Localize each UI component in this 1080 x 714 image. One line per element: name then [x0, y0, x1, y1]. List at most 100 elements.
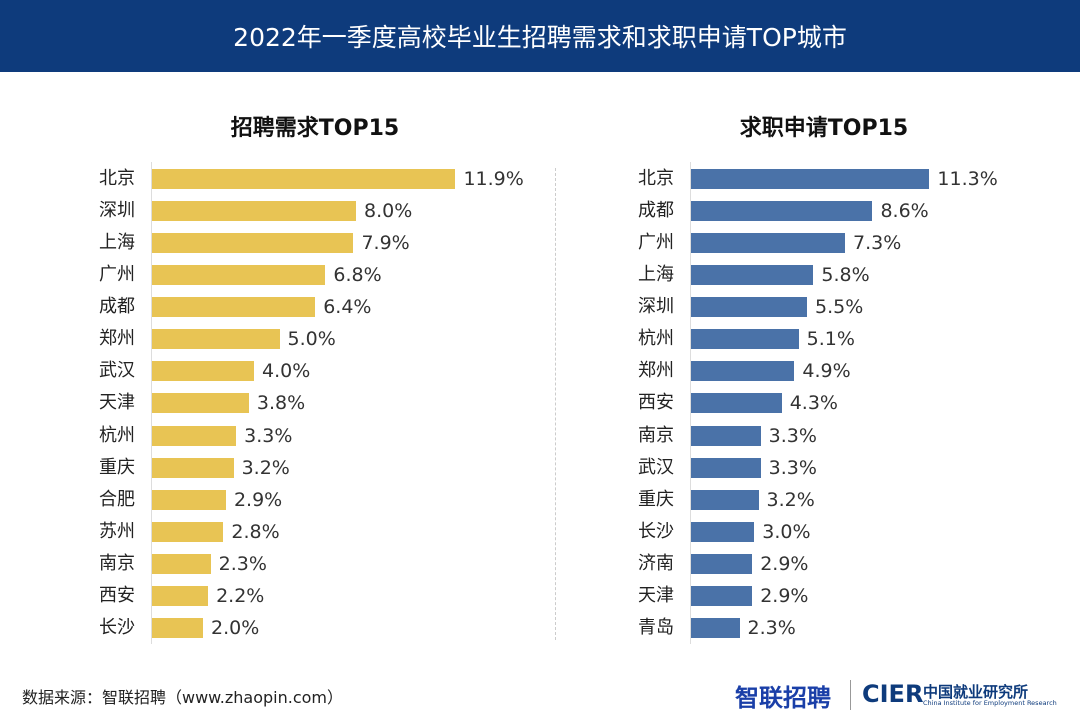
data-label: 4.3% [789, 392, 838, 415]
category-label: 上海 [638, 264, 674, 286]
bar [152, 489, 226, 510]
category-label: 郑州 [99, 328, 135, 350]
bar [152, 201, 356, 222]
panel-title-applications: 求职申请TOP15 [739, 116, 909, 141]
data-label: 8.6% [880, 200, 929, 223]
category-label: 南京 [638, 424, 674, 446]
category-label: 长沙 [638, 520, 674, 542]
category-label: 上海 [99, 232, 135, 254]
category-label: 重庆 [99, 456, 135, 478]
bar [691, 489, 759, 510]
panel-title-recruitment: 招聘需求TOP15 [230, 116, 400, 141]
data-label: 4.9% [802, 360, 851, 383]
data-label: 3.3% [768, 456, 817, 479]
bar [691, 585, 753, 606]
data-label: 2.9% [233, 488, 283, 511]
bar [691, 425, 761, 446]
bar [691, 617, 740, 638]
category-label: 深圳 [638, 296, 674, 318]
bar [691, 329, 799, 350]
bar [152, 553, 211, 574]
bar [152, 425, 237, 446]
category-label: 天津 [99, 392, 135, 414]
data-label: 2.0% [211, 616, 260, 639]
data-label: 3.2% [766, 488, 815, 511]
bar [691, 457, 761, 478]
category-label: 合肥 [99, 488, 135, 510]
data-label: 3.3% [768, 424, 817, 447]
right-axis-line [690, 162, 691, 644]
category-label: 广州 [638, 232, 674, 254]
bar [691, 169, 930, 189]
category-label: 济南 [638, 552, 674, 574]
data-label: 2.2% [216, 584, 265, 607]
bar [152, 265, 326, 286]
chart-title: 2022年一季度高校毕业生招聘需求和求职申请TOP城市 [0, 0, 1080, 72]
category-label: 郑州 [638, 360, 674, 382]
category-label: 杭州 [99, 424, 135, 446]
data-label: 5.0% [287, 328, 336, 351]
bar [152, 585, 209, 606]
left-axis-line [151, 162, 152, 644]
bar [152, 393, 249, 414]
data-label: 2.9% [760, 552, 809, 575]
category-label: 武汉 [99, 360, 135, 382]
data-label: 7.3% [853, 232, 902, 255]
bar [152, 361, 254, 382]
cier-logo: CIER [862, 680, 924, 708]
data-label: 6.8% [333, 264, 382, 287]
data-label: 11.9% [463, 168, 524, 190]
data-label: 7.9% [361, 232, 410, 255]
category-label: 西安 [638, 392, 674, 414]
data-label: 2.3% [747, 616, 796, 639]
bar [152, 233, 354, 254]
bar [691, 553, 753, 574]
category-label: 广州 [99, 264, 135, 286]
bar [152, 617, 203, 638]
category-label: 西安 [99, 584, 135, 606]
category-label: 深圳 [99, 200, 135, 222]
category-label: 北京 [99, 168, 135, 189]
bar [691, 521, 755, 542]
bar [152, 297, 316, 318]
data-label: 3.3% [244, 424, 293, 447]
bar [691, 233, 846, 254]
category-label: 杭州 [638, 328, 674, 350]
category-label: 成都 [638, 200, 674, 222]
bar [691, 201, 873, 222]
category-label: 成都 [99, 296, 135, 318]
data-label: 5.5% [815, 296, 864, 319]
data-label: 11.3% [937, 168, 998, 190]
data-label: 3.8% [256, 392, 306, 415]
data-label: 3.0% [762, 520, 811, 543]
cier-logo-en: China Institute for Employment Research [923, 699, 1057, 707]
bar [152, 457, 234, 478]
data-label: 2.8% [231, 520, 280, 543]
bar [691, 265, 814, 286]
category-label: 天津 [638, 584, 674, 606]
category-label: 长沙 [99, 616, 135, 638]
data-label: 3.2% [241, 456, 290, 479]
bar [152, 169, 456, 189]
bar [691, 361, 795, 382]
data-label: 4.0% [262, 360, 311, 383]
data-label: 6.4% [323, 296, 372, 319]
panel-divider [555, 168, 556, 640]
data-label: 5.1% [806, 328, 855, 351]
category-label: 南京 [99, 552, 135, 574]
bar [691, 393, 782, 414]
data-label: 2.9% [760, 584, 809, 607]
data-label: 5.8% [821, 264, 870, 287]
data-label: 2.3% [218, 552, 267, 575]
category-label: 武汉 [638, 456, 674, 478]
cier-logo-cn: 中国就业研究所 [923, 683, 1029, 701]
logo-separator [850, 680, 851, 710]
data-source: 数据来源：智联招聘（www.zhaopin.com） [22, 688, 344, 707]
bar [152, 329, 280, 350]
category-label: 北京 [638, 168, 674, 189]
bar [691, 297, 808, 318]
data-label: 8.0% [364, 200, 413, 223]
category-label: 青岛 [638, 616, 674, 638]
category-label: 苏州 [99, 520, 135, 542]
category-label: 重庆 [638, 488, 674, 510]
